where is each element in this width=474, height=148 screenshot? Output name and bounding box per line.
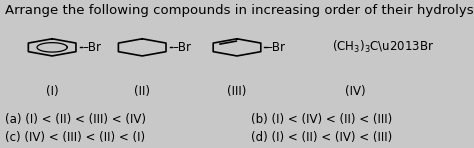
- Text: (III): (III): [228, 85, 246, 98]
- Text: –Br: –Br: [172, 41, 191, 54]
- Text: –Br: –Br: [267, 41, 286, 54]
- Text: (IV): (IV): [345, 85, 366, 98]
- Text: –Br: –Br: [82, 41, 101, 54]
- Text: Arrange the following compounds in increasing order of their hydrolysis.: Arrange the following compounds in incre…: [5, 4, 474, 17]
- Text: (a) (I) < (II) < (III) < (IV): (a) (I) < (II) < (III) < (IV): [5, 113, 146, 126]
- Text: (d) (I) < (II) < (IV) < (III): (d) (I) < (II) < (IV) < (III): [251, 131, 392, 144]
- Text: (b) (I) < (IV) < (II) < (III): (b) (I) < (IV) < (II) < (III): [251, 113, 392, 126]
- Text: (II): (II): [134, 85, 150, 98]
- Text: (CH$_3$)$_3$C\u2013Br: (CH$_3$)$_3$C\u2013Br: [332, 39, 434, 55]
- Text: (I): (I): [46, 85, 58, 98]
- Text: (c) (IV) < (III) < (II) < (I): (c) (IV) < (III) < (II) < (I): [5, 131, 145, 144]
